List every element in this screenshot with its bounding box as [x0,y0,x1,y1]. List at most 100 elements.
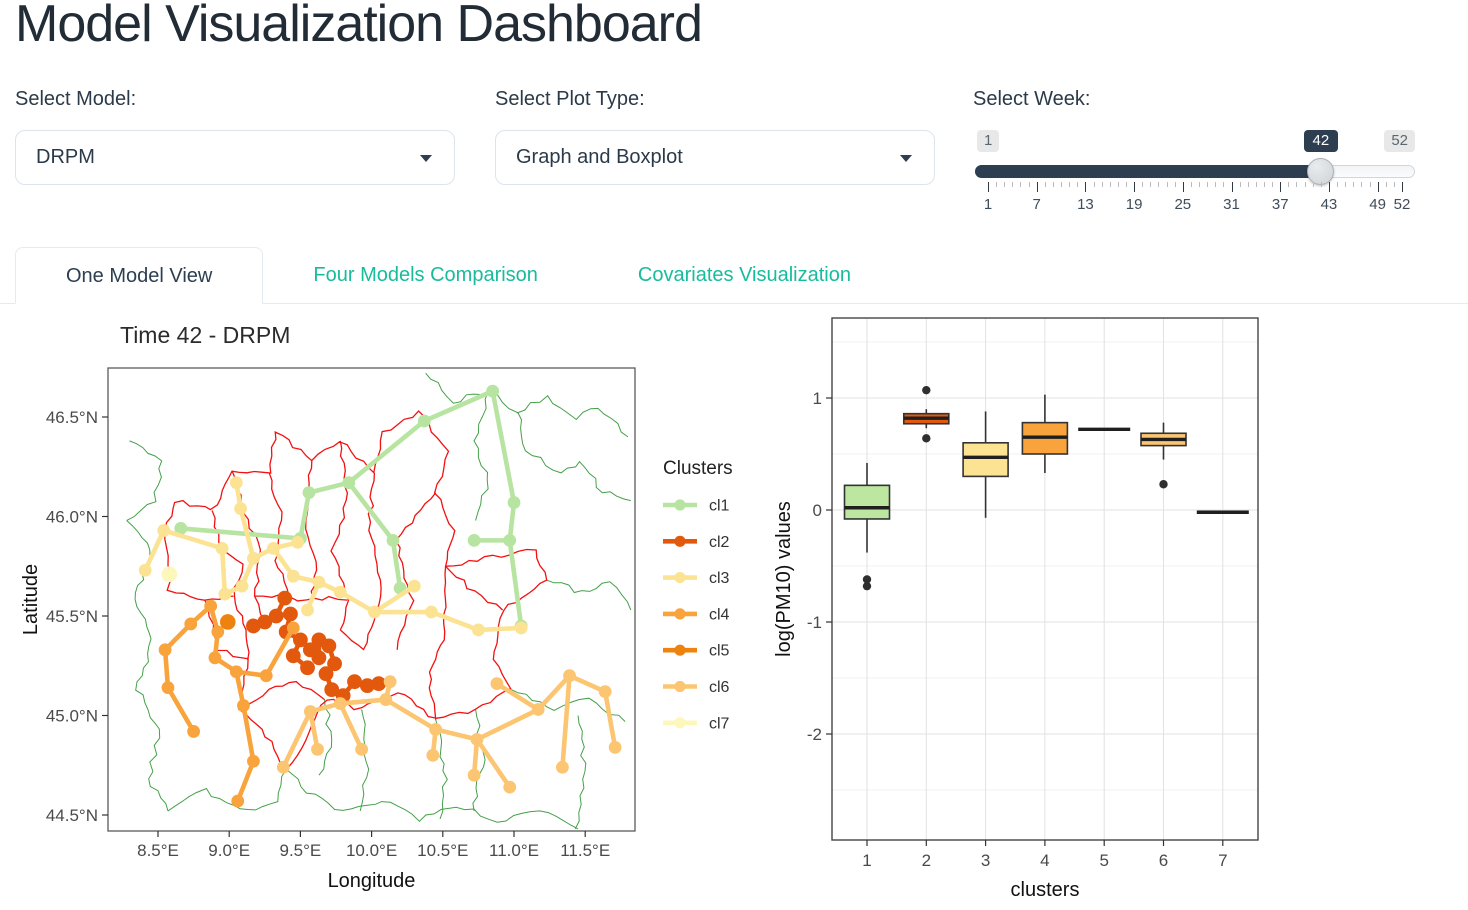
slider-grid-tick [996,182,998,187]
slider-grid-tick [1101,182,1103,187]
cluster-station-dot [157,524,171,537]
cluster-station-dot [161,681,175,695]
plot-type-select[interactable]: Graph and Boxplot [495,130,935,185]
slider-grid-tick [1077,182,1079,187]
tab-one-model-view[interactable]: One Model View [15,247,264,304]
cluster-station-dot [503,780,517,794]
map-cluster-cl3 [138,476,528,637]
cluster-station-dot [467,533,481,547]
cluster-station-dot [359,678,375,694]
cluster-station-dot [486,384,500,398]
slider-grid-tick [1117,182,1119,187]
tab-covariates-visualization[interactable]: Covariates Visualization [637,264,851,286]
slider-grid-tick [1255,182,1257,187]
legend-item-cl6: cl6 [663,679,730,696]
slider-grid-tick [1239,182,1241,187]
cluster-station-dot [161,566,178,583]
cluster-station-dot [229,476,243,490]
x-tick-label: 9.0°E [208,841,250,860]
boxplot-box-cluster-3 [962,411,1009,518]
model-select-label: Select Model: [15,88,137,110]
map-cluster-cl7 [161,566,178,583]
x-tick-label: 8.5°E [137,841,179,860]
cluster-edge [474,737,513,790]
week-slider[interactable]: 1 52 42 1 7 13 19 25 31 37 43 49 52 [975,128,1415,223]
slider-grid-label: 1 [983,196,993,213]
cluster-station-dot [266,541,280,555]
cluster-edge [281,709,313,770]
model-select-value: DRPM [36,146,95,168]
cluster-edge [219,546,228,597]
slider-grid-label: 13 [1077,196,1094,213]
x-tick-label: 6 [1159,851,1168,870]
x-tick-label: 4 [1040,851,1049,870]
region-boundary-green [126,440,163,521]
cluster-edge [346,418,427,485]
page-title: Model Visualization Dashboard [15,0,703,53]
slider-handle[interactable] [1307,158,1335,185]
slider-grid-tick [1012,182,1014,187]
legend-item-label: cl1 [709,498,730,515]
map-cluster-cl5 [219,614,236,630]
cluster-station-dot [371,676,387,692]
region-boundary-green [574,715,587,830]
tab-four-models-comparison[interactable]: Four Models Comparison [313,264,538,286]
cluster-edge [390,538,403,591]
region-boundary-green [435,719,448,820]
legend-item-cl4: cl4 [663,606,730,623]
legend-key-dot [674,608,686,620]
x-tick-label: 7 [1218,851,1227,870]
cluster-station-dot [302,486,316,500]
slider-grid-tick [1158,182,1160,187]
cluster-station-dot [383,675,397,689]
region-boundary-green [473,390,489,521]
legend-item-label: cl7 [709,715,730,732]
cluster-edge [560,673,572,770]
legend-key-dot [674,644,686,656]
cluster-edge [535,673,572,712]
slider-grid-tick [1353,182,1355,187]
slider-grid-tick [1377,182,1379,192]
cluster-station-dot [342,476,356,490]
y-tick-label: 46.5°N [46,408,98,427]
x-tick-label: 9.5°E [280,841,322,860]
cluster-station-dot [158,643,172,657]
cluster-station-dot [368,605,381,619]
slider-grid-tick [1272,182,1274,187]
cluster-edge [476,625,524,633]
cluster-station-dot [211,625,225,639]
cluster-station-dot [490,677,504,691]
cluster-edge [372,583,417,615]
cluster-station-dot [311,742,324,756]
slider-grid-label: 49 [1369,196,1386,213]
cluster-station-dot [503,533,517,547]
cluster-station-dot [531,703,545,716]
y-tick-label: -1 [807,613,822,632]
cluster-station-dot [259,669,273,683]
legend-item-cl3: cl3 [663,570,730,587]
map-x-axis-title: Longitude [328,870,416,892]
cluster-edge [235,758,256,804]
x-tick-label: 5 [1099,851,1108,870]
cluster-station-dot [324,682,340,698]
slider-grid-label: 52 [1393,196,1411,213]
legend-item-label: cl6 [709,679,730,696]
model-select[interactable]: DRPM [15,130,455,185]
region-boundary-green [525,450,631,502]
cluster-station-dot [174,522,188,535]
cluster-station-dot [138,563,152,577]
cluster-station-dot [219,614,236,630]
cluster-station-dot [426,748,440,762]
cluster-station-dot [386,533,400,547]
province-boundary-red [231,470,266,623]
boxplot-box-cluster-4 [1021,394,1069,474]
slider-grid-tick [1036,182,1038,192]
cluster-station-dot [507,496,521,509]
y-tick-label: -2 [807,725,822,744]
slider-grid-tick [1393,182,1395,187]
slider-grid-tick [1109,182,1111,187]
province-boundary-red [164,410,548,770]
plot-type-select-label: Select Plot Type: [495,88,645,110]
slider-grid-tick [1328,182,1330,192]
cluster-edge [178,526,303,541]
